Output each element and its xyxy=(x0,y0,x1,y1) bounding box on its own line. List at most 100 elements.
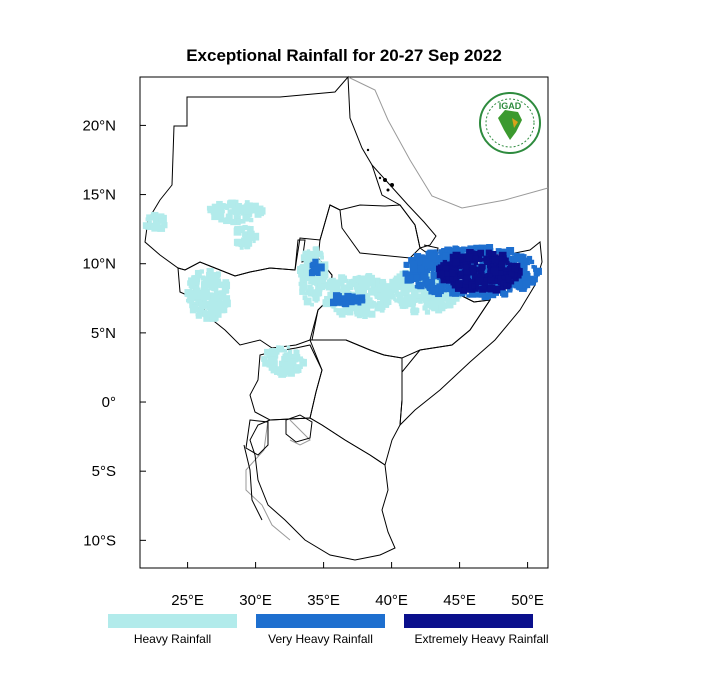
rain-cell xyxy=(308,286,314,292)
rain-cell xyxy=(270,360,278,368)
rain-cell xyxy=(284,348,288,353)
rain-cell xyxy=(334,279,342,287)
rain-cell xyxy=(433,295,439,301)
rain-cell xyxy=(245,208,252,214)
rain-cell xyxy=(428,305,433,310)
rain-cell xyxy=(475,277,484,286)
rain-cell xyxy=(312,293,320,302)
rain-cell xyxy=(408,256,415,264)
rain-cell xyxy=(403,261,410,268)
rain-region-ethiopia-southwest-veryheavy xyxy=(329,292,366,308)
rain-cell xyxy=(438,257,447,266)
rain-cell xyxy=(472,255,479,262)
rain-cell xyxy=(450,298,457,305)
rain-cell xyxy=(407,284,415,292)
rain-cell xyxy=(495,270,504,279)
rain-cell xyxy=(463,267,471,275)
rain-cell xyxy=(303,297,312,306)
rain-cell xyxy=(209,316,215,322)
rain-cell xyxy=(340,285,347,292)
rain-cell xyxy=(491,256,499,264)
rain-cell xyxy=(449,269,456,277)
rain-cell xyxy=(378,286,386,295)
rain-cell xyxy=(463,275,471,283)
rain-cell xyxy=(376,295,383,301)
rain-cell xyxy=(462,246,468,253)
rain-cell xyxy=(443,283,449,288)
rain-cell xyxy=(310,261,316,267)
y-tick-label: 10°S xyxy=(83,532,116,549)
rain-cell xyxy=(239,225,245,232)
x-tick-label: 25°E xyxy=(171,592,204,609)
rain-cell xyxy=(529,282,533,286)
rain-cell xyxy=(357,301,362,306)
rain-cell xyxy=(485,249,492,256)
rain-cell xyxy=(478,257,483,262)
rain-cell xyxy=(508,255,517,264)
rain-cell xyxy=(488,291,493,296)
rain-cell xyxy=(208,206,214,212)
rain-cell xyxy=(452,245,459,252)
rain-cell xyxy=(238,241,245,248)
rain-cell xyxy=(445,274,451,281)
rain-cell xyxy=(332,282,340,291)
rain-cell xyxy=(323,273,328,277)
rain-cell xyxy=(489,258,493,262)
rain-cell xyxy=(355,282,359,286)
rain-cell xyxy=(193,287,201,295)
rain-cell xyxy=(352,275,360,283)
rain-cell xyxy=(529,275,534,280)
rain-cell xyxy=(193,291,202,300)
rain-cell xyxy=(287,362,292,367)
rain-cell xyxy=(354,288,361,295)
rain-cell xyxy=(411,274,420,283)
rain-cell xyxy=(382,283,390,291)
rain-cell xyxy=(442,259,447,265)
rain-cell xyxy=(321,273,328,280)
rain-cell xyxy=(311,279,315,284)
rain-cell xyxy=(422,305,427,310)
legend-label-very-heavy: Very Heavy Rainfall xyxy=(268,632,373,646)
rain-region-ethiopia-west-veryheavy xyxy=(308,258,325,277)
rain-cell xyxy=(282,353,288,359)
rain-cell xyxy=(386,299,392,305)
rain-cell xyxy=(266,350,275,359)
rain-cell xyxy=(357,282,366,290)
rain-cell xyxy=(195,312,199,317)
rain-cell xyxy=(331,304,336,309)
rain-cell xyxy=(449,261,454,265)
rain-cell xyxy=(325,284,329,289)
rain-cell xyxy=(299,356,304,361)
rain-cell xyxy=(285,354,289,358)
rain-cell xyxy=(531,276,538,283)
rain-cell xyxy=(471,283,476,289)
x-tick-label: 45°E xyxy=(443,592,476,609)
rain-cell xyxy=(521,258,527,263)
rain-cell xyxy=(196,302,200,306)
rain-cell xyxy=(193,275,200,281)
rain-cell xyxy=(212,272,216,276)
rain-cell xyxy=(230,202,236,208)
rain-cell xyxy=(445,300,454,309)
rain-cell xyxy=(221,286,229,294)
rain-cell xyxy=(208,304,215,311)
rain-cell xyxy=(483,269,489,275)
rain-cell xyxy=(491,280,496,285)
rain-cell xyxy=(449,298,453,303)
rain-cell xyxy=(218,217,224,223)
sudan-outline xyxy=(144,75,421,277)
rain-cell xyxy=(262,359,270,367)
rain-cell xyxy=(209,268,214,273)
rain-cell xyxy=(186,298,191,302)
rain-cell xyxy=(230,218,237,226)
rain-cell xyxy=(274,366,282,374)
rain-cell xyxy=(391,288,397,294)
axis-ticks: 25°E 30°E 35°E 40°E 45°E 50°E 20°N 15°N 10°N 5°N 0… xyxy=(82,117,543,609)
rain-cell xyxy=(529,279,536,286)
rain-cell xyxy=(518,257,524,263)
rain-cell xyxy=(506,266,513,272)
rain-cell xyxy=(368,290,374,296)
rain-cell xyxy=(508,262,512,267)
rain-cell xyxy=(368,310,376,318)
rain-cell xyxy=(362,313,368,319)
